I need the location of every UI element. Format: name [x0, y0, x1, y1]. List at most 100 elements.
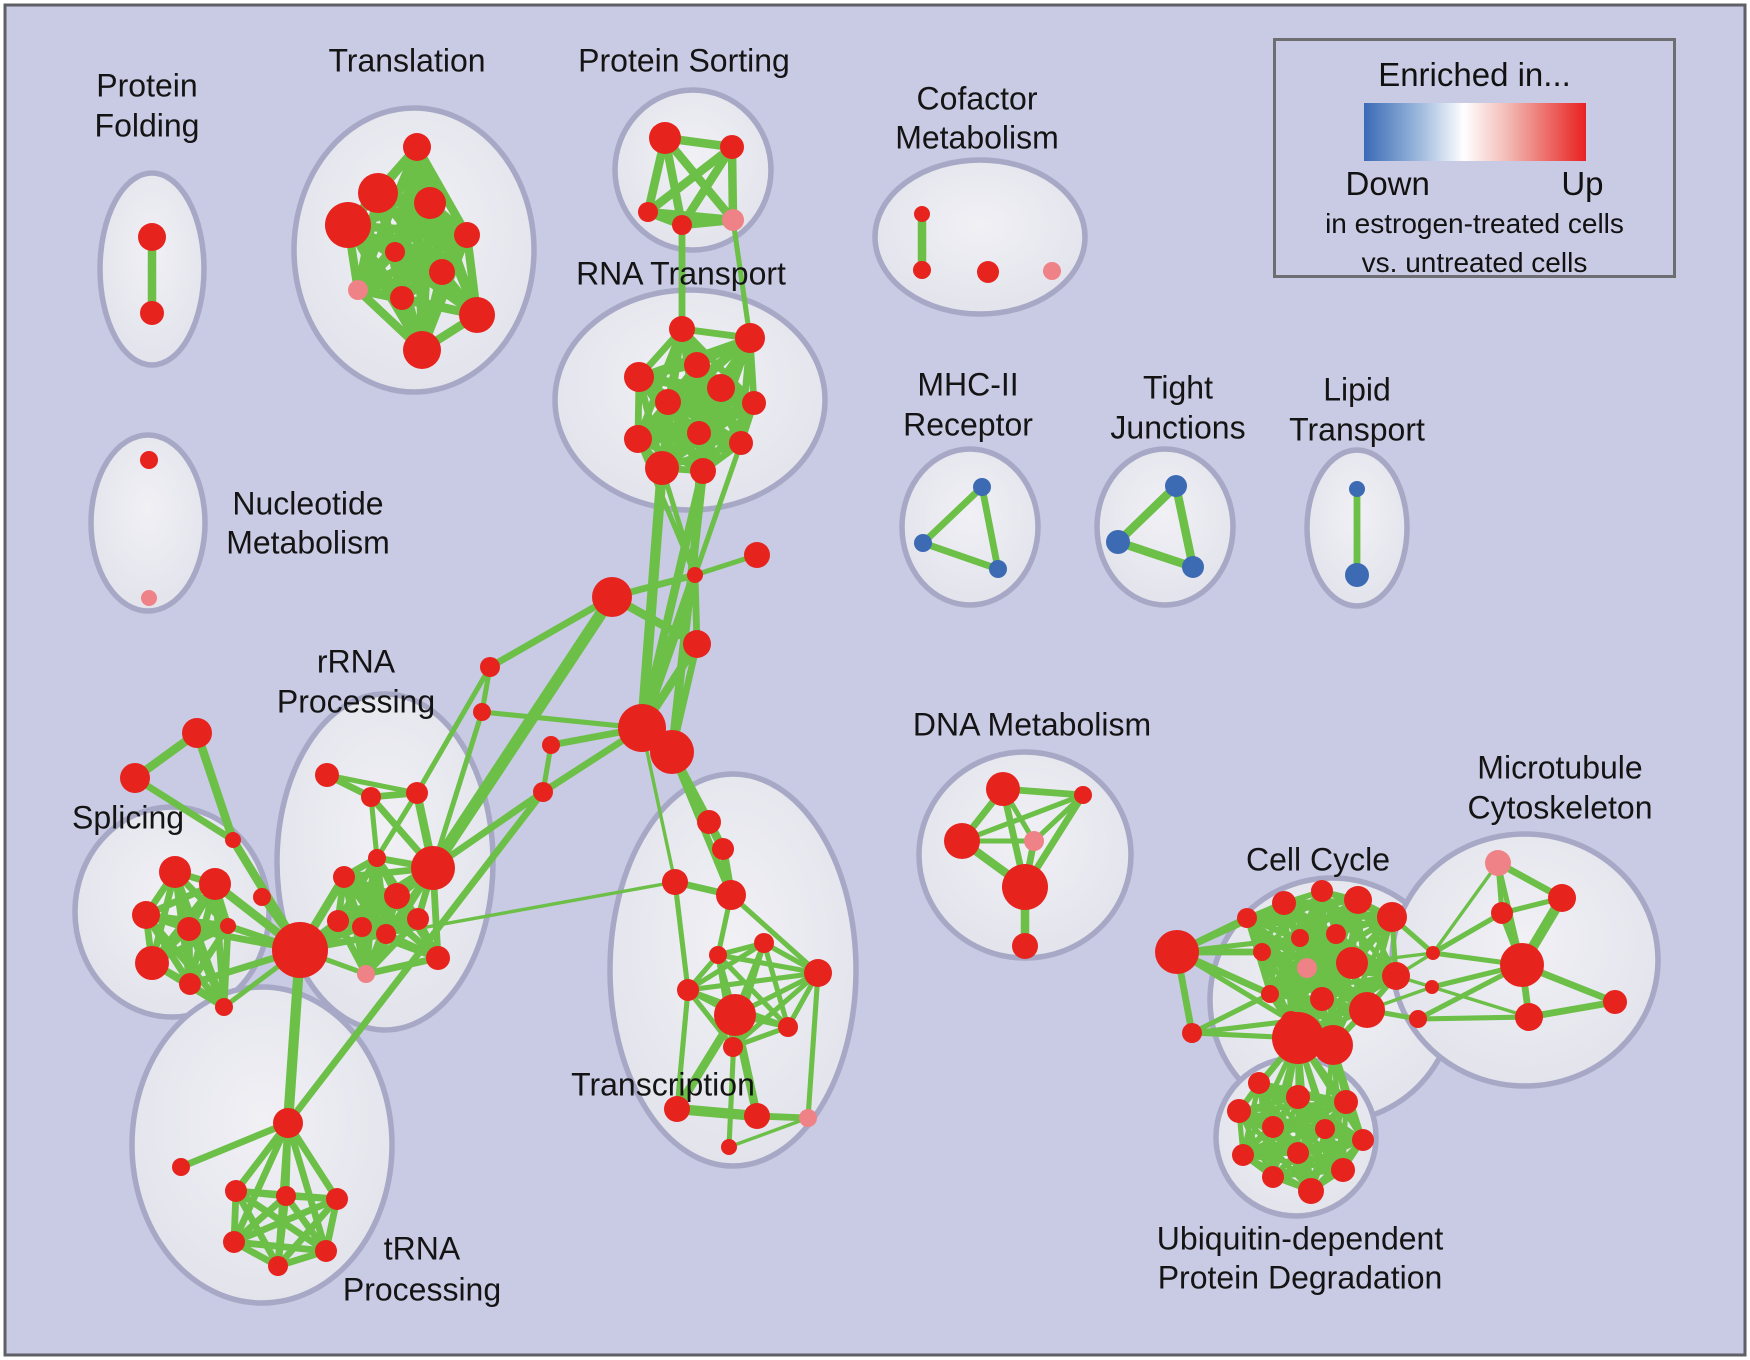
- cluster-label-protein-folding: Protein: [96, 67, 197, 103]
- node-mt3: [1500, 943, 1544, 987]
- edge: [179, 1119, 290, 1171]
- cluster-label-ubiquitin-degradation: Ubiquitin-dependent: [1157, 1220, 1444, 1256]
- edge: [674, 989, 691, 1110]
- node-rr0: [315, 763, 339, 787]
- node-ub9: [1262, 1166, 1284, 1188]
- cluster-label-cofactor-metabolism: Metabolism: [895, 119, 1059, 155]
- node-x3: [683, 630, 711, 658]
- node-x9: [473, 703, 491, 721]
- edge: [667, 398, 755, 407]
- node-cb2: [1409, 1010, 1427, 1028]
- edge: [488, 594, 614, 670]
- edge: [726, 1014, 738, 1148]
- cluster-label-transcription: Transcription: [571, 1066, 755, 1102]
- edge: [431, 789, 545, 871]
- node-ub8: [1352, 1129, 1374, 1151]
- cluster-label-cofactor-metabolism: Cofactor: [917, 80, 1038, 116]
- node-ub2: [1227, 1099, 1251, 1123]
- node-tn2: [225, 1180, 247, 1202]
- edge: [133, 775, 235, 843]
- node-rt5: [655, 389, 681, 415]
- node-ub11: [1298, 1178, 1324, 1204]
- cluster-label-tight-junctions: Junctions: [1110, 409, 1245, 445]
- cluster-label-protein-folding: Folding: [95, 107, 200, 143]
- cluster-label-nucleotide-metabolism: Metabolism: [226, 524, 390, 560]
- node-tl0: [403, 133, 431, 161]
- node-rr12: [357, 965, 375, 983]
- node-tn1: [172, 1158, 190, 1176]
- cluster-ellipse-tight-junctions: [1094, 446, 1236, 608]
- node-tl4: [454, 222, 480, 248]
- node-rr10: [407, 908, 429, 930]
- edge: [727, 146, 738, 221]
- node-rt8: [624, 425, 652, 453]
- node-tl3: [325, 202, 371, 248]
- edge: [1242, 1126, 1326, 1158]
- cluster-label-rrna-processing: rRNA: [317, 643, 396, 679]
- node-cc11: [1261, 985, 1279, 1003]
- edge: [672, 881, 691, 991]
- node-cc4: [1377, 902, 1407, 932]
- node-mt0: [1485, 850, 1511, 876]
- cluster-ellipse-mhc-ii-receptor: [899, 446, 1041, 608]
- edge: [326, 772, 418, 796]
- node-cc8: [1297, 958, 1317, 978]
- edge: [1431, 910, 1504, 956]
- edge: [414, 665, 493, 795]
- edge: [428, 593, 617, 872]
- node-dm3: [1024, 831, 1044, 851]
- edge: [363, 916, 421, 977]
- node-tn5: [223, 1231, 245, 1253]
- edge: [368, 796, 380, 859]
- edge: [365, 954, 439, 978]
- edge: [737, 337, 754, 444]
- legend-title: Enriched in...: [1378, 56, 1571, 93]
- edge: [283, 1194, 329, 1253]
- cluster-label-rna-transport: RNA Transport: [576, 255, 786, 291]
- edge: [1528, 998, 1616, 1021]
- node-tc14: [721, 1139, 737, 1155]
- cluster-ellipse-cofactor-metabolism: [872, 157, 1088, 317]
- node-dm0: [986, 772, 1020, 806]
- node-b2: [1313, 1025, 1353, 1065]
- node-sp2: [132, 901, 160, 929]
- node-b1: [1272, 1012, 1324, 1064]
- cluster-label-rrna-processing: Processing: [277, 683, 435, 719]
- edge: [192, 731, 238, 842]
- node-sp0: [159, 856, 191, 888]
- node-tc0: [697, 810, 721, 834]
- node-tc12: [744, 1103, 770, 1129]
- edge: [1191, 1018, 1292, 1036]
- cluster-label-cell-cycle: Cell Cycle: [1246, 841, 1390, 877]
- node-rt1: [735, 323, 765, 353]
- node-tn0: [273, 1108, 303, 1138]
- node-x0: [592, 577, 632, 617]
- cluster-label-protein-sorting: Protein Sorting: [578, 42, 790, 78]
- node-x8: [480, 657, 500, 677]
- legend-down-label: Down: [1345, 165, 1430, 202]
- node-cc2: [1311, 880, 1333, 902]
- node-rr13: [253, 888, 271, 906]
- node-tc9: [778, 1017, 798, 1037]
- node-dm5: [1012, 933, 1038, 959]
- cluster-label-microtubule-cytoskeleton: Microtubule: [1477, 749, 1642, 785]
- node-x5: [650, 730, 694, 774]
- edge: [978, 486, 1002, 570]
- node-pf0: [138, 223, 166, 251]
- node-sp3: [177, 917, 201, 941]
- edge: [1431, 862, 1500, 954]
- node-dm4: [1002, 864, 1048, 910]
- cluster-label-lipid-transport: Lipid: [1323, 371, 1391, 407]
- node-ub3: [1334, 1090, 1358, 1114]
- node-cc3: [1344, 886, 1372, 914]
- node-mt1: [1548, 884, 1576, 912]
- node-tc3: [716, 880, 746, 910]
- node-tj0: [1165, 475, 1187, 497]
- edge: [638, 373, 755, 407]
- node-tl6: [429, 259, 455, 285]
- node-tc11: [664, 1096, 690, 1122]
- node-rr3: [368, 849, 386, 867]
- edge: [430, 711, 485, 869]
- node-tc6: [804, 959, 832, 987]
